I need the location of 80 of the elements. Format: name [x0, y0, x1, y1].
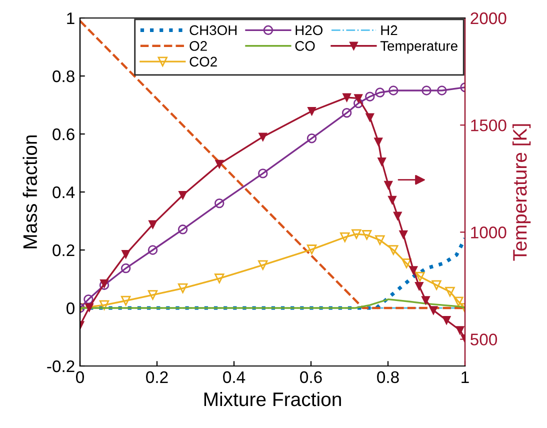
point [148, 290, 158, 300]
point [445, 286, 455, 297]
y-axis-title: Mass fraction [22, 135, 38, 248]
point [374, 138, 383, 146]
x-tick-label: 0.8 [377, 371, 399, 384]
y2-tick-label: 1500 [471, 119, 506, 132]
point [258, 132, 268, 142]
legend-label: Temperature [380, 41, 458, 54]
point [340, 232, 350, 242]
y-tick-label: 0.2 [52, 244, 74, 256]
point [214, 198, 224, 208]
point [362, 230, 372, 240]
point [422, 86, 432, 96]
point [178, 224, 188, 234]
point [437, 86, 447, 96]
point [456, 326, 464, 334]
point [422, 296, 430, 304]
point [375, 88, 385, 98]
legend-label: CH3OH [190, 25, 237, 36]
point [120, 263, 131, 274]
point [258, 168, 268, 178]
x-tick-label: 1 [462, 371, 469, 383]
point [148, 220, 157, 229]
point [306, 244, 317, 254]
point [122, 250, 130, 258]
x-tick-label: 0.6 [300, 371, 322, 384]
point [388, 86, 398, 96]
point [415, 272, 425, 282]
point [258, 260, 268, 270]
point [308, 106, 316, 116]
point [429, 306, 438, 314]
y2-tick-label: 500 [470, 334, 498, 346]
point [352, 229, 362, 239]
y-tick-label: -0.2 [47, 360, 74, 372]
y-tick-label: 0 [66, 302, 74, 314]
point [215, 160, 224, 168]
point [399, 230, 408, 239]
point [178, 190, 187, 200]
x-tick-label: 0.2 [146, 371, 168, 384]
legend-label: H2O [296, 25, 322, 36]
point [99, 300, 110, 310]
y-tick-label: 0.8 [52, 70, 74, 82]
point [378, 158, 386, 166]
point [384, 180, 393, 190]
y2-axis-title: Temperature [K] [512, 124, 531, 261]
y-tick-label: 0.4 [52, 186, 75, 198]
point [442, 316, 451, 324]
point [120, 296, 131, 306]
y-tick-label: 1 [67, 12, 74, 24]
point [342, 93, 351, 102]
point [365, 92, 375, 102]
point [178, 283, 188, 294]
point [375, 235, 385, 245]
point [342, 108, 352, 118]
point [214, 274, 224, 284]
point [388, 196, 396, 204]
x-tick-label: 0 [76, 371, 84, 384]
point [393, 212, 402, 220]
point [432, 280, 442, 290]
y2-tick-label: 2000 [470, 12, 506, 24]
point [409, 266, 418, 274]
x-axis-title: Mixture Fraction [204, 392, 341, 406]
y2-tick-label: 1000 [471, 226, 506, 238]
point [84, 294, 94, 304]
point [454, 296, 464, 306]
legend-label: CO2 [190, 56, 217, 67]
point [353, 98, 364, 108]
point [415, 282, 424, 290]
legend-label: O2 [190, 41, 207, 51]
legend-label: H2 [381, 25, 398, 36]
point [85, 303, 94, 312]
point [402, 258, 412, 268]
point [354, 94, 363, 102]
point [388, 245, 398, 255]
legend-label: CO [295, 41, 315, 51]
point [306, 133, 317, 144]
x-tick-label: 0.4 [223, 371, 246, 384]
point [366, 113, 374, 122]
point [148, 245, 158, 255]
y-tick-label: 0.6 [52, 128, 74, 140]
